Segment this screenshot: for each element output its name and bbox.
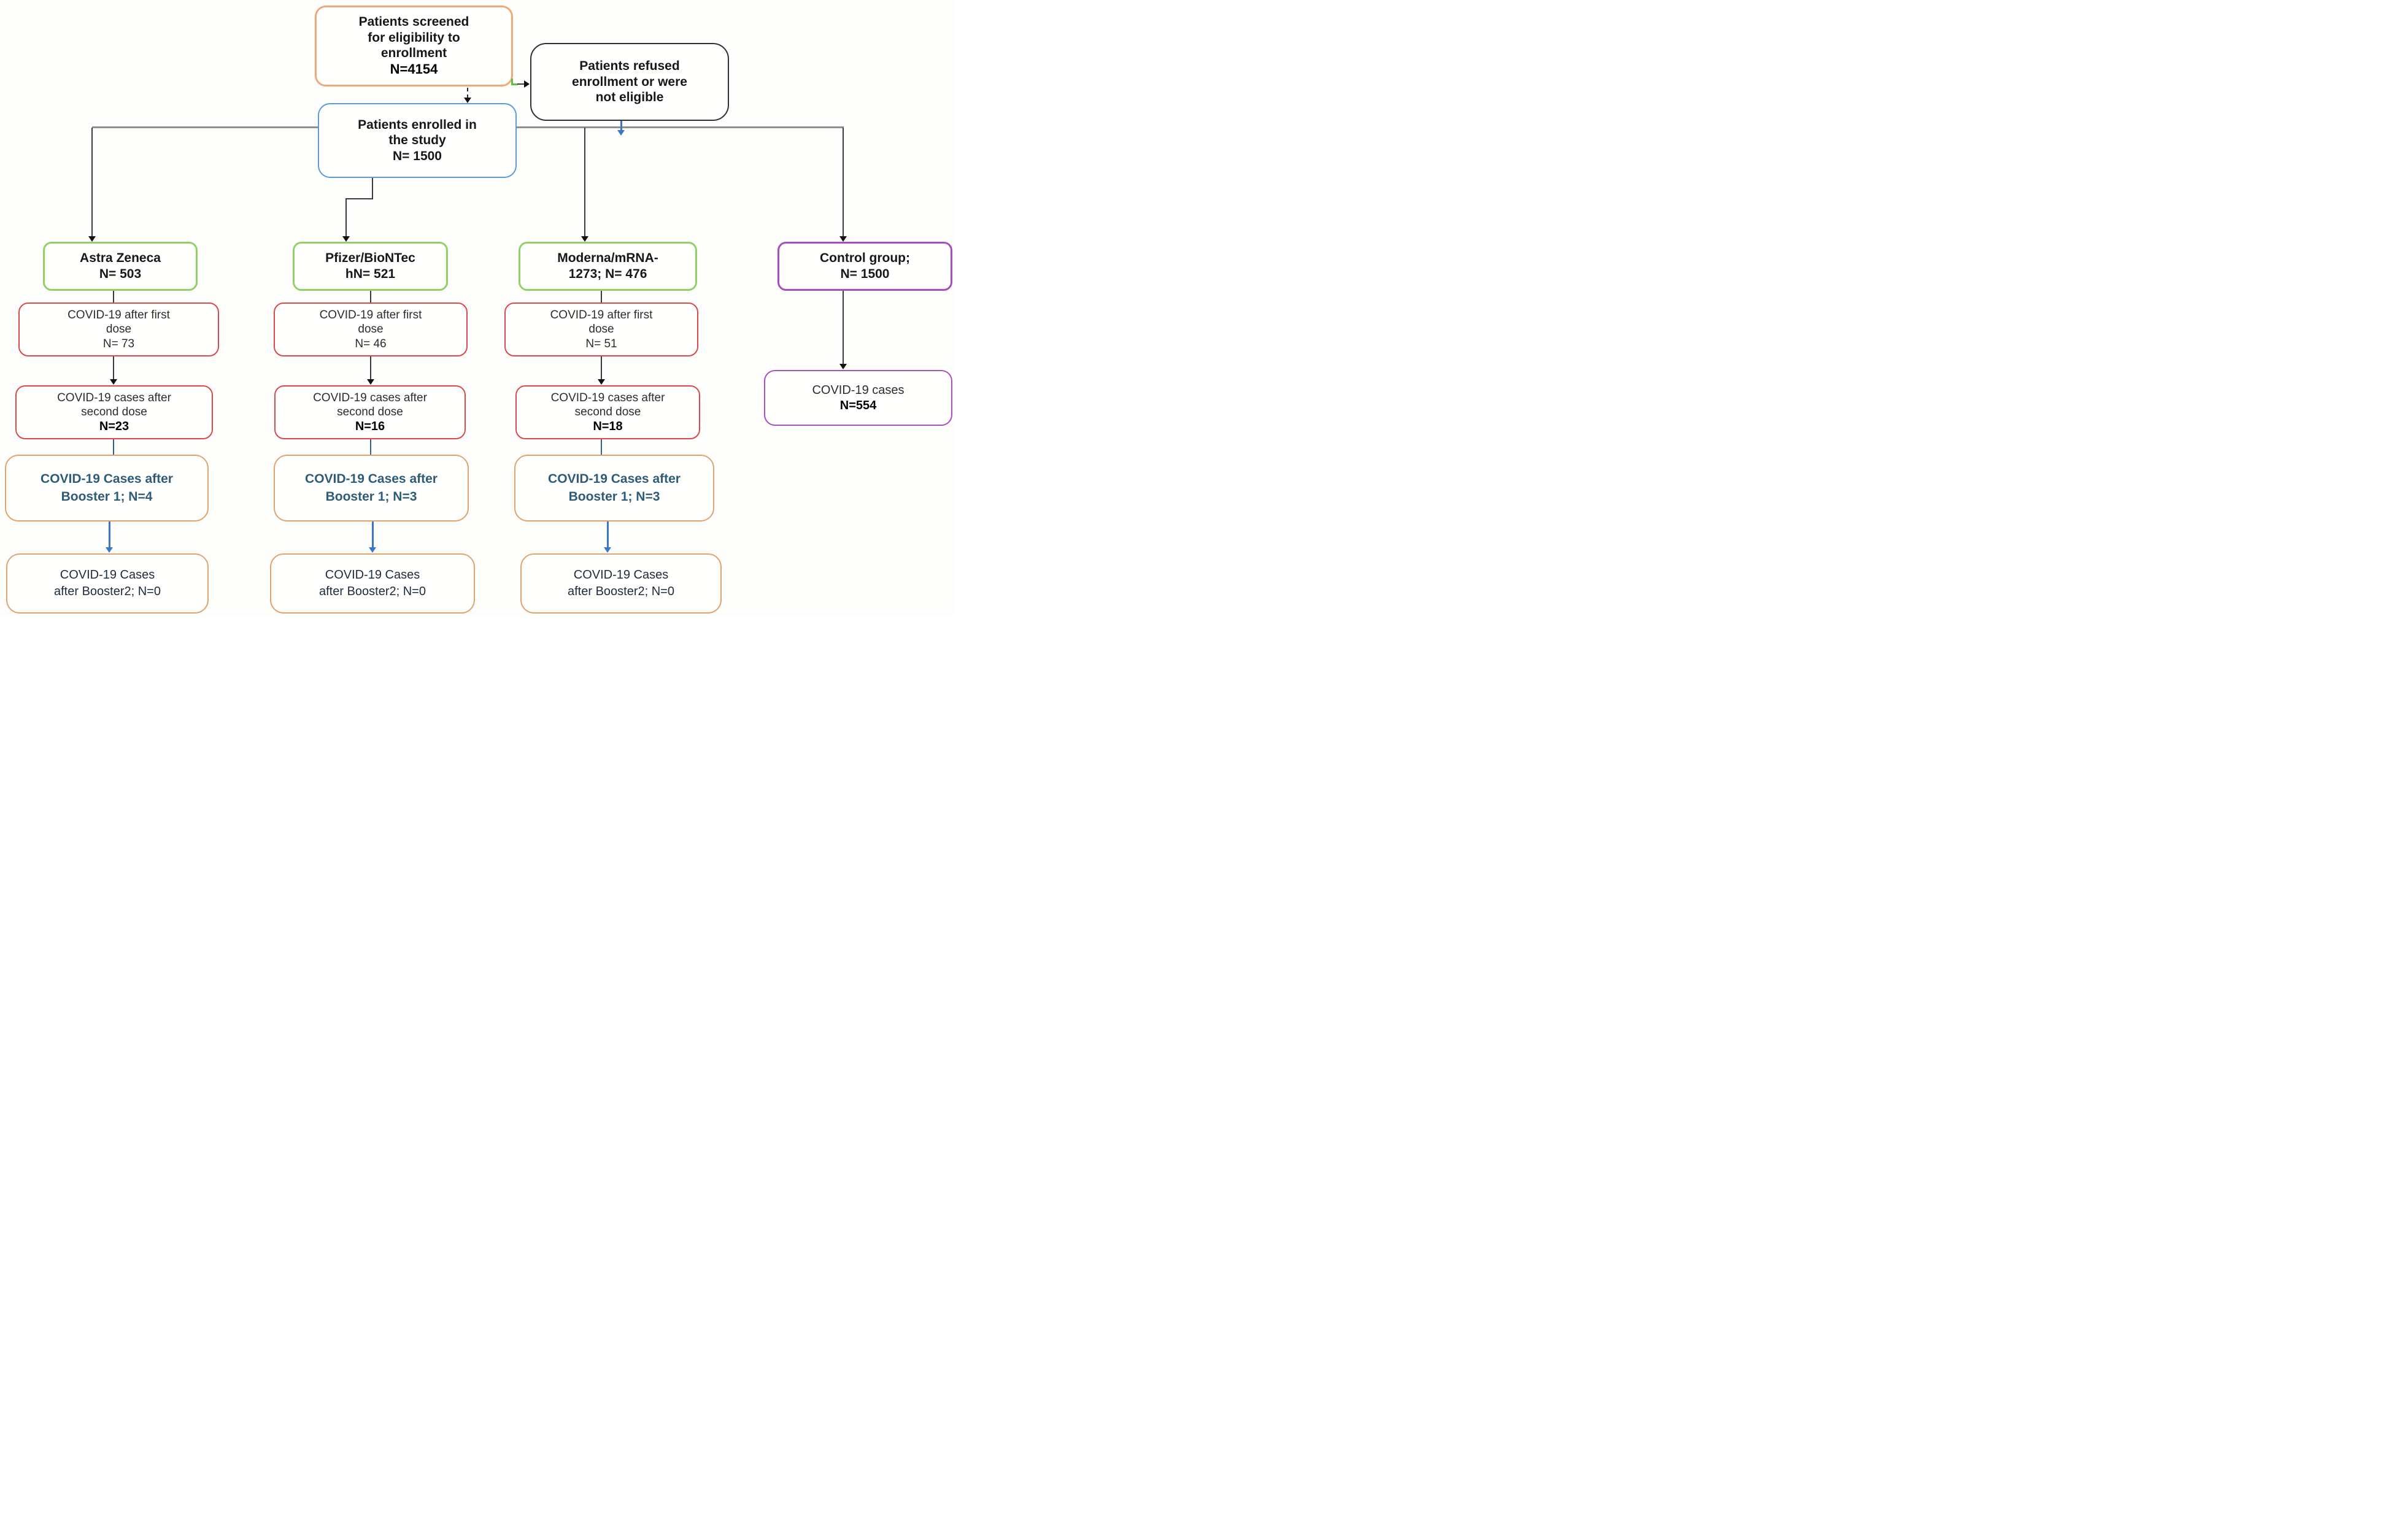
screened-text: Patients screened for eligibility to enr… (358, 15, 469, 61)
control-cases-n: N=554 (839, 398, 877, 412)
pf-booster1-text: COVID-19 Cases after Booster 1; N=3 (305, 472, 438, 504)
mo-firstdose-n: N= 51 (585, 337, 617, 350)
connector-az-booster2 (109, 522, 110, 548)
control-group-box: Control group; N= 1500 (777, 242, 952, 291)
az-seconddose-text: COVID-19 cases after second dose (57, 391, 171, 418)
arrowhead-az-seconddose (110, 379, 117, 385)
connector-az-booster1 (113, 439, 114, 455)
connector-screened-refused-nub-h (511, 83, 518, 85)
pf-seconddose-box: COVID-19 cases after second dose N=16 (274, 385, 466, 439)
connector-enrolled-pfizer-h (345, 198, 373, 199)
control-cases-box: COVID-19 cases N=554 (764, 370, 952, 426)
control-label: Control group; (820, 251, 910, 266)
arrowhead-control-cases (839, 364, 847, 369)
enrolled-text: Patients enrolled in the study (358, 117, 477, 148)
az-booster2-text: COVID-19 Cases after Booster2; N=0 (54, 568, 161, 598)
connector-screened-refused (517, 83, 525, 85)
connector-pf-booster1 (370, 439, 371, 455)
mo-seconddose-box: COVID-19 cases after second dose N=18 (515, 385, 700, 439)
mo-booster2-text: COVID-19 Cases after Booster2; N=0 (568, 568, 674, 598)
connector-mo-seconddose (601, 356, 602, 380)
moderna-n: 1273; N= 476 (568, 267, 647, 281)
connector-refused-down (620, 121, 622, 131)
connector-pf-firstdose (370, 291, 371, 302)
connector-screened-enrolled (467, 88, 468, 98)
connector-mo-booster2 (607, 522, 609, 548)
arrowhead-pf-seconddose (367, 379, 374, 385)
refused-box: Patients refused enrollment or were not … (530, 43, 729, 121)
astrazeneca-group-box: Astra Zeneca N= 503 (43, 242, 198, 291)
connector-az-seconddose (113, 356, 114, 380)
control-cases-text: COVID-19 cases (812, 383, 905, 398)
arrowhead-refused-down (617, 130, 625, 136)
control-n: N= 1500 (840, 267, 890, 281)
connector-pf-booster2 (372, 522, 374, 548)
connector-enrolled-pfizer-v1 (372, 178, 373, 199)
connector-enrolled-pfizer-v2 (345, 199, 347, 237)
az-booster2-box: COVID-19 Cases after Booster2; N=0 (6, 553, 209, 614)
arrowhead-pf-booster2 (369, 547, 376, 553)
pf-firstdose-box: COVID-19 after first dose N= 46 (274, 302, 468, 356)
connector-az-firstdose (113, 291, 114, 302)
az-firstdose-n: N= 73 (102, 337, 135, 350)
az-firstdose-box: COVID-19 after first dose N= 73 (18, 302, 219, 356)
az-seconddose-n: N=23 (99, 419, 129, 433)
mo-booster2-box: COVID-19 Cases after Booster2; N=0 (520, 553, 722, 614)
connector-pf-seconddose (370, 356, 371, 380)
branch-rail-left (92, 126, 318, 128)
pfizer-group-box: Pfizer/BioNTec hN= 521 (293, 242, 448, 291)
connector-screened-refused-nub-v (511, 79, 513, 85)
branch-rail-right (516, 126, 844, 128)
connector-control-cases (843, 291, 844, 364)
az-booster1-box: COVID-19 Cases after Booster 1; N=4 (5, 455, 209, 522)
screened-n: N=4154 (390, 61, 438, 77)
moderna-label: Moderna/mRNA- (557, 251, 658, 266)
mo-booster1-box: COVID-19 Cases after Booster 1; N=3 (514, 455, 714, 522)
pfizer-n: hN= 521 (345, 267, 396, 281)
moderna-group-box: Moderna/mRNA- 1273; N= 476 (519, 242, 697, 291)
pf-booster2-text: COVID-19 Cases after Booster2; N=0 (319, 568, 426, 598)
mo-firstdose-text: COVID-19 after first dose (550, 309, 653, 336)
mo-seconddose-text: COVID-19 cases after second dose (550, 391, 665, 418)
astrazeneca-label: Astra Zeneca (80, 251, 161, 266)
pf-booster1-box: COVID-19 Cases after Booster 1; N=3 (274, 455, 469, 522)
arrowhead-into-refused (524, 80, 530, 88)
arrowhead-mo-booster2 (604, 547, 611, 553)
pf-seconddose-n: N=16 (355, 419, 385, 433)
enrolled-n: N= 1500 (393, 148, 442, 163)
az-firstdose-text: COVID-19 after first dose (68, 309, 170, 336)
arrowhead-into-control (839, 236, 847, 242)
mo-seconddose-n: N=18 (593, 419, 623, 433)
arrowhead-az-booster2 (106, 547, 113, 553)
arrowhead-mo-seconddose (598, 379, 605, 385)
arrowhead-into-moderna (581, 236, 588, 242)
connector-rail-control (843, 128, 844, 237)
az-booster1-text: COVID-19 Cases after Booster 1; N=4 (41, 472, 173, 504)
pf-seconddose-text: COVID-19 cases after second dose (313, 391, 427, 418)
az-seconddose-box: COVID-19 cases after second dose N=23 (15, 385, 213, 439)
pfizer-label: Pfizer/BioNTec (325, 251, 415, 266)
pf-firstdose-n: N= 46 (355, 337, 387, 350)
mo-booster1-text: COVID-19 Cases after Booster 1; N=3 (548, 472, 681, 504)
connector-rail-astrazeneca (91, 128, 93, 237)
refused-text: Patients refused enrollment or were not … (572, 59, 687, 105)
arrowhead-into-pfizer (342, 236, 350, 242)
arrowhead-into-enrolled (464, 98, 471, 103)
enrollment-flowchart: Patients screened for eligibility to enr… (0, 0, 954, 616)
enrolled-box: Patients enrolled in the study N= 1500 (318, 103, 517, 178)
astrazeneca-n: N= 503 (99, 267, 142, 281)
connector-rail-moderna (584, 128, 585, 237)
mo-firstdose-box: COVID-19 after first dose N= 51 (504, 302, 698, 356)
pf-booster2-box: COVID-19 Cases after Booster2; N=0 (270, 553, 475, 614)
pf-firstdose-text: COVID-19 after first dose (319, 309, 422, 336)
screened-box: Patients screened for eligibility to enr… (315, 6, 513, 87)
arrowhead-into-astrazeneca (88, 236, 96, 242)
connector-mo-firstdose (601, 291, 602, 302)
connector-mo-booster1 (601, 439, 602, 455)
